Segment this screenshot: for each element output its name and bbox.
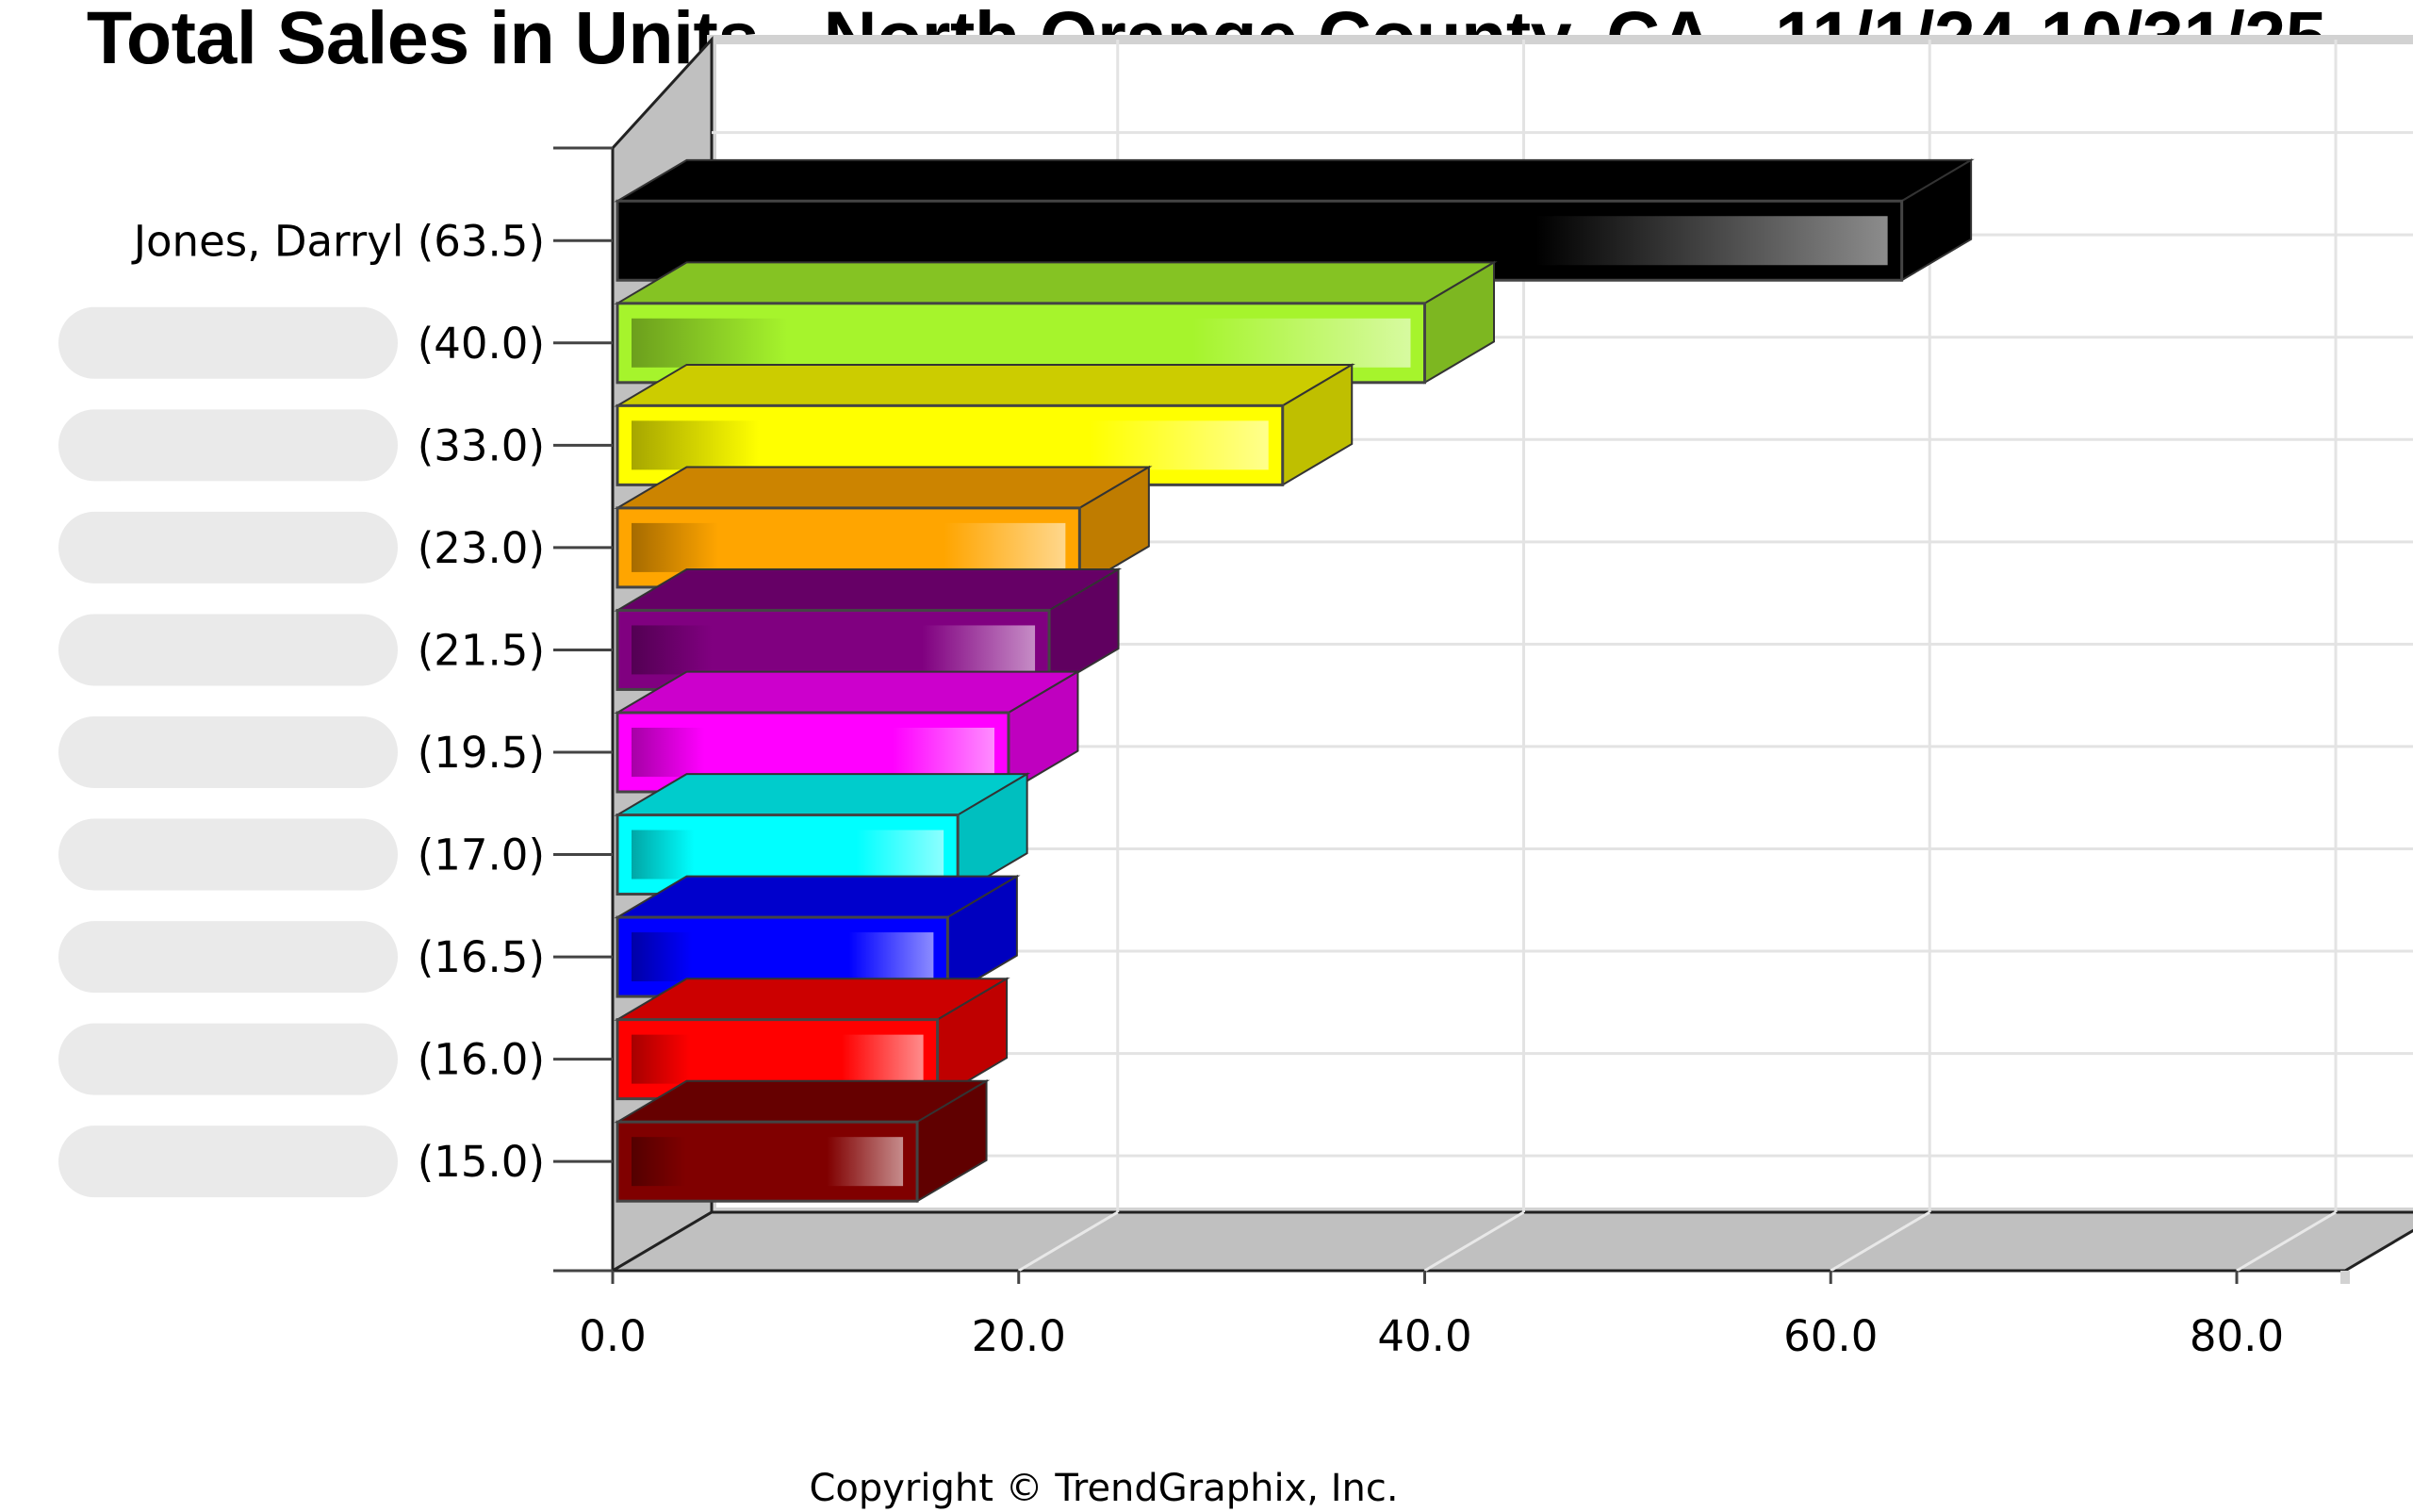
category-label: (40.0) — [418, 319, 545, 369]
category-label: (16.0) — [418, 1035, 545, 1085]
x-tick-label: 20.0 — [972, 1311, 1066, 1361]
bar — [614, 772, 1031, 896]
floor-gridline — [1830, 1210, 1931, 1273]
bar-highlight — [632, 727, 994, 777]
bar — [614, 363, 1355, 487]
x-tick-label: 80.0 — [2190, 1311, 2284, 1361]
category-label: (23.0) — [418, 523, 545, 573]
bar-highlight — [632, 1137, 904, 1187]
redacted-name-blur — [58, 921, 398, 994]
category-label: (21.5) — [418, 625, 545, 675]
bar-highlight — [632, 216, 1888, 266]
bar — [614, 158, 1975, 283]
copyright-text: Copyright © TrendGraphix, Inc. — [809, 1467, 1398, 1510]
bar-top-face — [614, 670, 1082, 714]
category-label: Jones, Darryl (63.5) — [131, 216, 545, 266]
bar-top-face — [614, 773, 1031, 816]
category-label: (33.0) — [418, 420, 545, 470]
bar-highlight — [632, 318, 1411, 368]
x-tick-label: 0.0 — [579, 1311, 647, 1361]
floor-gridline — [2236, 1210, 2337, 1273]
redacted-name-blur — [58, 306, 398, 379]
bar-highlight — [632, 1034, 924, 1084]
redacted-name-blur — [58, 511, 398, 583]
category-label: (19.5) — [418, 728, 545, 778]
x-tick-label: 40.0 — [1377, 1311, 1471, 1361]
x-axis-ticks: 0.0 20.0 40.0 60.0 80.0 — [553, 146, 2284, 1361]
category-labels: Jones, Darryl (63.5) (40.0) (33.0) (23.0) (2… — [58, 216, 613, 1198]
redacted-name-blur — [58, 715, 398, 788]
bar-highlight — [632, 830, 944, 879]
bar-top-face — [614, 158, 1975, 203]
bar-highlight — [632, 420, 1269, 470]
bar-highlight — [632, 625, 1036, 675]
redacted-name-blur — [58, 818, 398, 891]
bar-highlight — [632, 932, 934, 982]
bar — [614, 1079, 991, 1203]
x-tick-label: 60.0 — [1783, 1311, 1878, 1361]
bar-top-face — [614, 568, 1123, 612]
redacted-name-blur — [58, 1023, 398, 1095]
category-label: (17.0) — [418, 830, 545, 880]
redacted-name-blur — [58, 409, 398, 482]
floor-gridline — [1423, 1210, 1525, 1273]
bars — [614, 158, 1975, 1203]
bar-top-face — [614, 363, 1355, 407]
category-label: (15.0) — [418, 1137, 545, 1187]
bar-highlight — [632, 522, 1066, 572]
bar-top-face — [614, 466, 1153, 509]
floor-gridline — [1017, 1210, 1119, 1273]
redacted-name-blur — [58, 1126, 398, 1198]
bar-top-face — [614, 261, 1498, 304]
category-label: (16.5) — [418, 932, 545, 982]
redacted-name-blur — [58, 614, 398, 686]
floor — [607, 1210, 2413, 1273]
